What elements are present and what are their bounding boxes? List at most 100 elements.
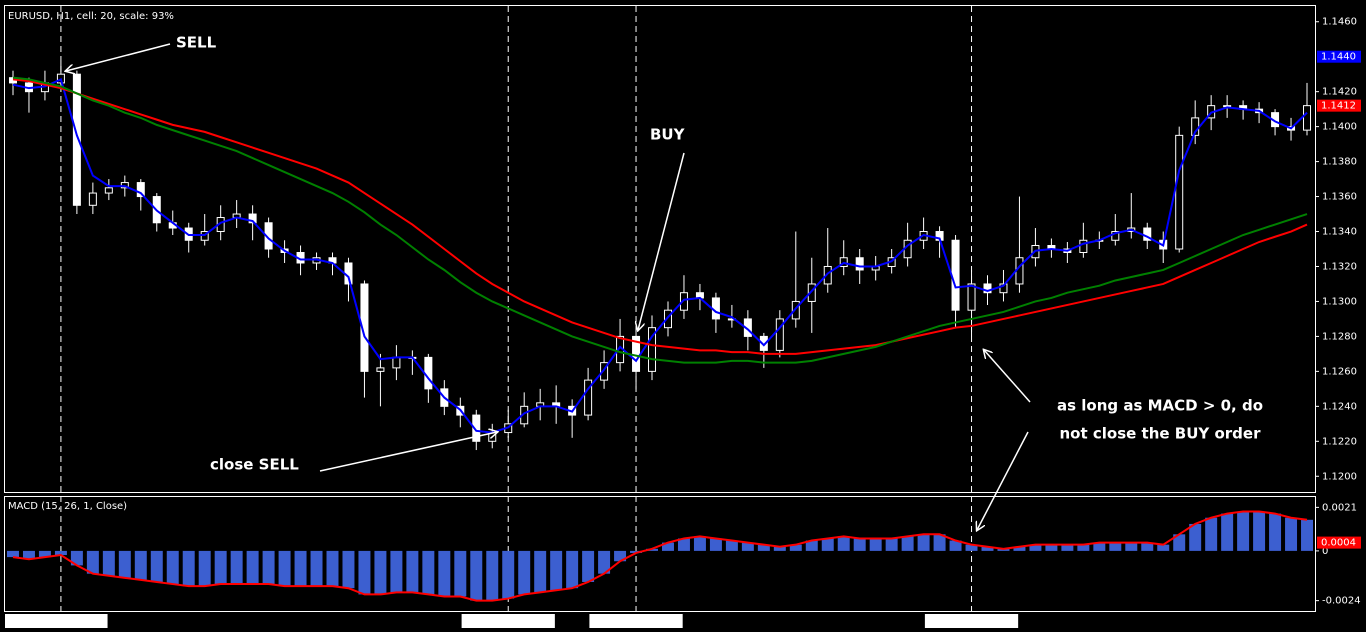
candle-body: [424, 356, 433, 390]
macd-bar: [1045, 544, 1058, 551]
candle-body: [999, 283, 1008, 294]
candle-body: [600, 362, 609, 381]
macd-bar: [789, 544, 802, 551]
candle-body: [472, 414, 481, 442]
macd-bar: [38, 550, 51, 558]
macd-bar: [1077, 544, 1090, 551]
x-tick-label: 2018.11.08 16:00: [16, 616, 105, 627]
y-tick-label: 1.1240: [1322, 401, 1357, 412]
annotation: close SELL: [210, 456, 299, 474]
y-tick-label: 1.1260: [1322, 366, 1357, 377]
candle-body: [807, 283, 816, 302]
candle-body: [648, 327, 657, 372]
candle-body: [248, 213, 257, 224]
macd-bar: [693, 536, 706, 551]
candle-body: [855, 257, 864, 271]
macd-bar: [518, 550, 531, 595]
chart-title: EURUSD, H1, cell: 20, scale: 93%: [8, 11, 174, 22]
macd-bar: [406, 550, 419, 593]
annotation: as long as MACD > 0, do: [1057, 397, 1263, 415]
macd-bar: [709, 538, 722, 551]
y-tick-label: 1.1400: [1322, 122, 1357, 133]
macd-bar: [230, 550, 243, 585]
x-label-box: [924, 614, 1019, 628]
macd-bar: [1109, 542, 1122, 551]
y-tick-label: 1.1320: [1322, 261, 1357, 272]
macd-bar: [166, 550, 179, 585]
macd-bar: [390, 550, 403, 593]
macd-bar: [837, 536, 850, 551]
macd-bar: [278, 550, 291, 587]
macd-bar: [22, 550, 35, 560]
arrow: [66, 43, 171, 71]
macd-bar: [342, 550, 355, 589]
macd-bar: [1157, 544, 1170, 551]
annotation: BUY: [650, 126, 686, 144]
candle-body: [983, 283, 992, 294]
x-label-box: [589, 614, 683, 628]
macd-bar: [294, 550, 307, 587]
macd-bar: [949, 540, 962, 551]
y-tick-label: 1.1460: [1322, 17, 1357, 28]
macd-bar: [582, 550, 595, 582]
candle-body: [1175, 134, 1184, 250]
macd-bar: [869, 538, 882, 551]
macd-bar: [54, 550, 67, 556]
candle-body: [88, 192, 97, 206]
y-tick-label: 0: [1322, 546, 1328, 557]
y-tick-label: 1.1300: [1322, 296, 1357, 307]
candle-body: [104, 187, 113, 194]
macd-bar: [326, 550, 339, 587]
macd-bar: [677, 538, 690, 551]
macd-bar: [981, 546, 994, 551]
candle-body: [679, 292, 688, 311]
macd-bar: [150, 550, 163, 582]
y-tick-label: 1.1360: [1322, 192, 1357, 203]
price-marker: [1317, 536, 1361, 549]
y-tick-label: 1.1420: [1322, 87, 1357, 98]
macd-bar: [725, 540, 738, 551]
macd-bar: [502, 550, 515, 599]
candle-body: [663, 309, 672, 329]
x-tick-label: 8: [7, 616, 13, 627]
candle-body: [775, 318, 784, 351]
macd-bar: [86, 550, 99, 574]
y-tick-label: 1.1340: [1322, 227, 1357, 238]
macd-bar: [1093, 542, 1106, 551]
macd-bar: [757, 544, 770, 551]
macd-bar: [741, 542, 754, 551]
arrow: [977, 431, 1029, 530]
price-marker-label: 0.0004: [1321, 538, 1356, 549]
macd-bar: [358, 550, 371, 595]
y-tick-label: -0.0024: [1322, 596, 1361, 607]
x-label-box: [461, 614, 555, 628]
moving-average: [12, 78, 1308, 355]
macd-bar: [1285, 517, 1298, 551]
macd-bar: [1061, 544, 1074, 551]
macd-bar: [1237, 511, 1250, 551]
macd-bar: [773, 546, 786, 551]
macd-bar: [1253, 511, 1266, 551]
macd-bar: [885, 538, 898, 551]
macd-bar: [662, 542, 674, 551]
candle-body: [392, 356, 401, 369]
candle-body: [791, 300, 800, 320]
macd-bar: [965, 544, 978, 551]
y-tick-label: 1.1280: [1322, 331, 1357, 342]
macd-bar: [262, 550, 275, 585]
macd-bar: [454, 550, 467, 597]
macd-bar: [7, 550, 19, 558]
candle-body: [72, 73, 81, 206]
macd-bar: [646, 548, 658, 551]
macd-bar: [614, 550, 627, 562]
candle-body: [360, 283, 369, 372]
macd-bar: [198, 550, 211, 587]
macd-bar: [805, 540, 818, 551]
x-label-box: [14, 614, 108, 628]
arrow: [319, 432, 497, 472]
macd-bar: [550, 550, 563, 591]
macd-bar: [1269, 513, 1282, 551]
x-tick-label: 2018.11.15 12:00: [927, 616, 1016, 627]
